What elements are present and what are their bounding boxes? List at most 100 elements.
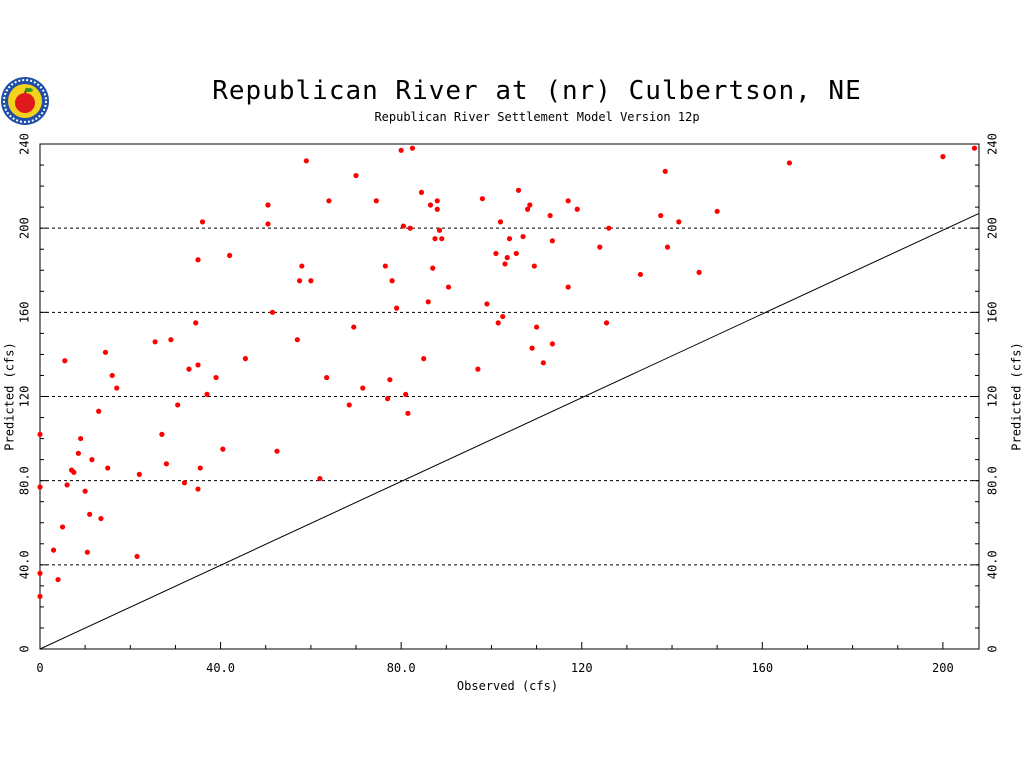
data-point bbox=[242, 356, 249, 362]
data-point bbox=[484, 301, 490, 307]
data-point bbox=[531, 263, 537, 269]
data-point bbox=[400, 223, 407, 229]
data-point bbox=[547, 212, 553, 219]
data-point bbox=[303, 158, 309, 164]
data-point bbox=[637, 271, 644, 278]
data-point bbox=[664, 244, 671, 250]
data-point bbox=[574, 206, 580, 212]
data-point bbox=[940, 154, 946, 160]
y-tick-label-right: 0 bbox=[986, 645, 1000, 652]
data-point bbox=[84, 549, 91, 555]
data-point bbox=[351, 324, 357, 330]
data-point bbox=[159, 431, 165, 437]
y-tick-label-right: 240 bbox=[986, 133, 1000, 155]
data-point bbox=[479, 196, 486, 202]
data-point bbox=[504, 255, 510, 261]
y-tick-label-right: 160 bbox=[986, 301, 1000, 323]
data-point bbox=[50, 547, 57, 553]
x-tick-label: 40.0 bbox=[206, 661, 235, 675]
y-tick-label-left: 160 bbox=[18, 301, 32, 323]
data-point bbox=[495, 320, 501, 326]
y-tick-label-left: 240 bbox=[18, 133, 32, 155]
y-tick-label-right: 120 bbox=[986, 386, 1000, 408]
data-point bbox=[195, 257, 201, 263]
data-point bbox=[529, 345, 535, 351]
data-point bbox=[430, 265, 436, 271]
data-point bbox=[549, 341, 555, 347]
data-point bbox=[786, 160, 792, 166]
y-tick-label-left: 80.0 bbox=[18, 466, 32, 495]
data-point bbox=[195, 362, 201, 368]
data-point bbox=[105, 465, 111, 471]
x-axis-label: Observed (cfs) bbox=[457, 679, 558, 693]
data-point bbox=[294, 337, 300, 343]
data-point bbox=[89, 457, 95, 463]
y-tick-label-right: 40.0 bbox=[986, 550, 1000, 579]
data-point bbox=[78, 435, 84, 442]
data-point bbox=[87, 511, 93, 517]
data-point bbox=[515, 187, 522, 193]
data-point bbox=[195, 486, 201, 492]
x-tick-label: 80.0 bbox=[387, 661, 416, 675]
data-point bbox=[603, 320, 610, 326]
data-point bbox=[98, 515, 104, 522]
data-point bbox=[197, 465, 203, 471]
data-point bbox=[175, 402, 181, 408]
one-to-one-line bbox=[39, 212, 980, 650]
data-point bbox=[326, 198, 332, 204]
data-point bbox=[394, 305, 400, 311]
data-point bbox=[37, 431, 43, 437]
data-point bbox=[434, 198, 440, 204]
data-point bbox=[540, 360, 546, 366]
data-point bbox=[565, 284, 571, 290]
data-point bbox=[102, 349, 109, 355]
data-point bbox=[385, 396, 391, 402]
data-point bbox=[109, 372, 115, 379]
data-point bbox=[274, 448, 280, 454]
data-point bbox=[432, 236, 438, 242]
data-point bbox=[163, 461, 170, 467]
data-point bbox=[193, 320, 199, 326]
data-point bbox=[37, 570, 43, 576]
data-point bbox=[59, 524, 66, 530]
data-point bbox=[308, 278, 314, 284]
data-point bbox=[353, 172, 359, 179]
data-point bbox=[82, 488, 88, 494]
grid-lines bbox=[40, 143, 979, 566]
chart-subtitle: Republican River Settlement Model Versio… bbox=[374, 110, 700, 124]
data-point bbox=[265, 221, 271, 227]
data-point bbox=[662, 168, 668, 174]
data-point bbox=[513, 250, 519, 257]
data-point bbox=[418, 189, 425, 195]
data-point bbox=[436, 227, 443, 233]
data-point bbox=[55, 576, 61, 583]
data-point bbox=[346, 402, 352, 408]
y-tick-label-left: 200 bbox=[18, 217, 32, 239]
data-point bbox=[549, 238, 555, 244]
data-point bbox=[676, 219, 682, 225]
data-point bbox=[658, 212, 664, 219]
data-point bbox=[502, 261, 508, 267]
logo-emblem bbox=[0, 76, 50, 126]
y-axis-label-right: Predicted (cfs) bbox=[1010, 342, 1024, 450]
y-tick-label-left: 120 bbox=[18, 386, 32, 408]
data-point bbox=[269, 309, 276, 315]
data-point bbox=[227, 252, 233, 259]
axis-tick-labels: 0 0 40.0 40.0 80.0 80.0 120 120 160 160 200 200 240 2… bbox=[18, 133, 1000, 675]
data-point bbox=[597, 244, 603, 250]
data-point bbox=[37, 484, 43, 490]
data-point bbox=[606, 225, 612, 231]
y-tick-label-left: 40.0 bbox=[18, 550, 32, 579]
data-point bbox=[37, 593, 43, 599]
data-point bbox=[186, 366, 192, 372]
data-point bbox=[71, 469, 77, 475]
x-tick-label: 120 bbox=[571, 661, 593, 675]
x-tick-label: 160 bbox=[751, 661, 773, 675]
data-point bbox=[427, 202, 434, 208]
data-point bbox=[75, 450, 81, 456]
data-point bbox=[382, 263, 388, 269]
data-point bbox=[524, 206, 531, 212]
chart-title: Republican River at (nr) Culbertson, NE bbox=[212, 76, 862, 106]
data-point bbox=[136, 471, 142, 477]
y-tick-label-left: 0 bbox=[18, 645, 32, 652]
